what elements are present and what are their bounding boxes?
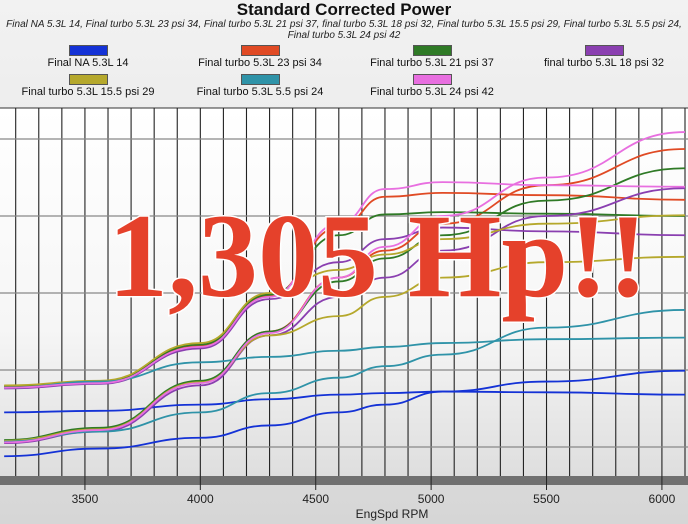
legend-swatch — [413, 45, 452, 56]
series-line-2-run-1 — [4, 167, 686, 441]
series-line-6-run-1 — [4, 131, 686, 444]
legend-label: final turbo 5.3L 18 psi 32 — [543, 57, 665, 69]
x-axis-band — [0, 476, 688, 485]
legend-swatch — [69, 45, 108, 56]
series-line-0-run-0 — [4, 390, 686, 414]
legend-swatch — [241, 74, 280, 85]
series-line-6-run-0 — [4, 181, 686, 389]
legend-label: Final turbo 5.3L 24 psi 42 — [370, 86, 494, 98]
x-tick-label: 5500 — [533, 492, 560, 506]
x-tick-label: 4000 — [186, 492, 214, 506]
plot-background — [0, 108, 688, 476]
x-tick-label: 6000 — [648, 492, 676, 506]
series-line-4-run-0 — [4, 214, 686, 387]
x-tick-label: 5000 — [417, 492, 445, 506]
legend-swatch — [413, 74, 452, 85]
x-tick-label: 4500 — [302, 492, 330, 506]
series-line-0-run-1 — [4, 369, 686, 458]
chart-subtitle: Final NA 5.3L 14, Final turbo 5.3L 23 ps… — [6, 19, 682, 41]
legend-label: Final turbo 5.3L 21 psi 37 — [370, 57, 494, 69]
legend-label: Final turbo 5.3L 5.5 psi 24 — [196, 86, 324, 98]
legend-swatch — [585, 45, 624, 56]
series-line-5-run-1 — [4, 309, 686, 443]
chart-title: Standard Corrected Power — [236, 0, 452, 19]
legend-label: Final turbo 5.3L 23 psi 34 — [198, 57, 322, 69]
x-axis-label: EngSpd RPM — [355, 507, 429, 521]
legend-swatch — [241, 45, 280, 56]
legend-label: Final NA 5.3L 14 — [47, 57, 129, 69]
legend-label: Final turbo 5.3L 15.5 psi 29 — [21, 86, 155, 98]
x-tick-label: 3500 — [71, 492, 99, 506]
legend-swatch — [69, 74, 108, 85]
series-line-3-run-1 — [4, 187, 686, 445]
annotation-overlay: 1,305 Hp!! — [107, 189, 650, 322]
